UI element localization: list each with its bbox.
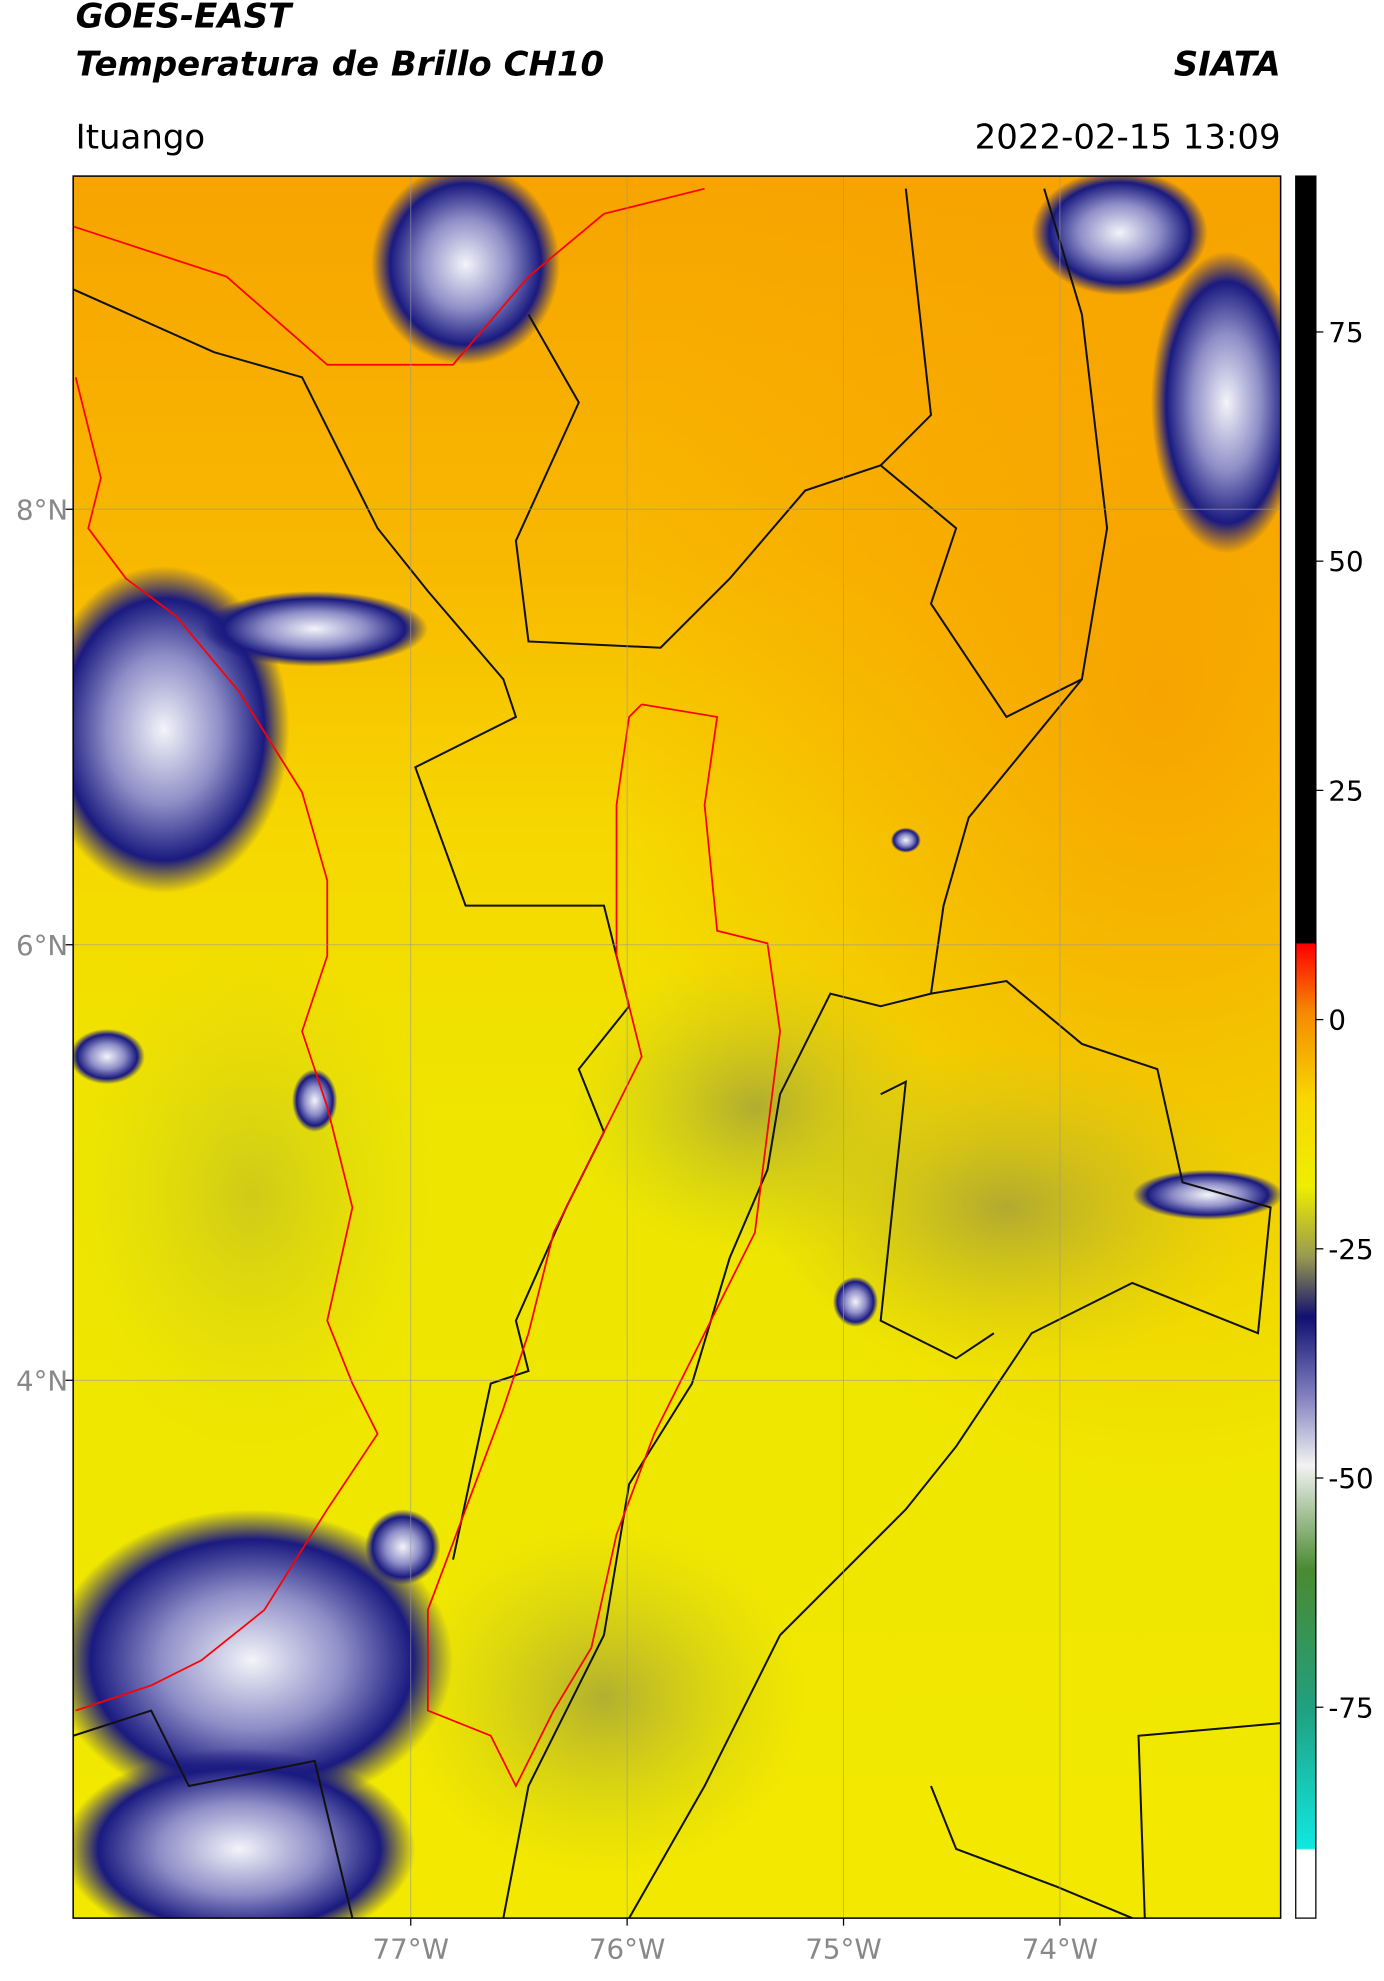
satellite-title: GOES-EAST <box>76 0 294 37</box>
x-tick-label: 77°W <box>373 1932 449 1965</box>
x-tick-label: 75°W <box>805 1932 881 1965</box>
region: Ituango <box>76 117 206 157</box>
colorbar-tick-label: -25 <box>1328 1233 1373 1266</box>
colorbar-tick-label: -75 <box>1328 1691 1373 1724</box>
colorbar-tick-label: 25 <box>1328 774 1363 807</box>
datetime: 2022-02-15 13:09 <box>975 117 1281 157</box>
y-tick-label: 6°N <box>16 929 68 962</box>
colorbar-tick-label: 50 <box>1328 545 1363 578</box>
y-tick-label: 8°N <box>16 493 68 526</box>
map-frame <box>72 175 1282 1919</box>
olive-patches <box>73 943 1258 1875</box>
coastline-red <box>73 187 781 1789</box>
y-tick-label: 4°N <box>16 1364 68 1397</box>
x-tick-label: 76°W <box>589 1932 665 1965</box>
x-tick-label: 74°W <box>1022 1932 1098 1965</box>
cloud-tops <box>73 176 1281 1919</box>
colorbar-tick-label: 0 <box>1328 1004 1346 1037</box>
agency: SIATA <box>1174 44 1281 84</box>
colorbar <box>1295 175 1317 1919</box>
map-field <box>73 176 1281 1919</box>
colorbar-tick-label: -50 <box>1328 1462 1373 1495</box>
product-title: Temperatura de Brillo CH10 <box>76 44 604 84</box>
colorbar-tick-label: 75 <box>1328 316 1363 349</box>
admin-borders <box>73 188 1281 1919</box>
